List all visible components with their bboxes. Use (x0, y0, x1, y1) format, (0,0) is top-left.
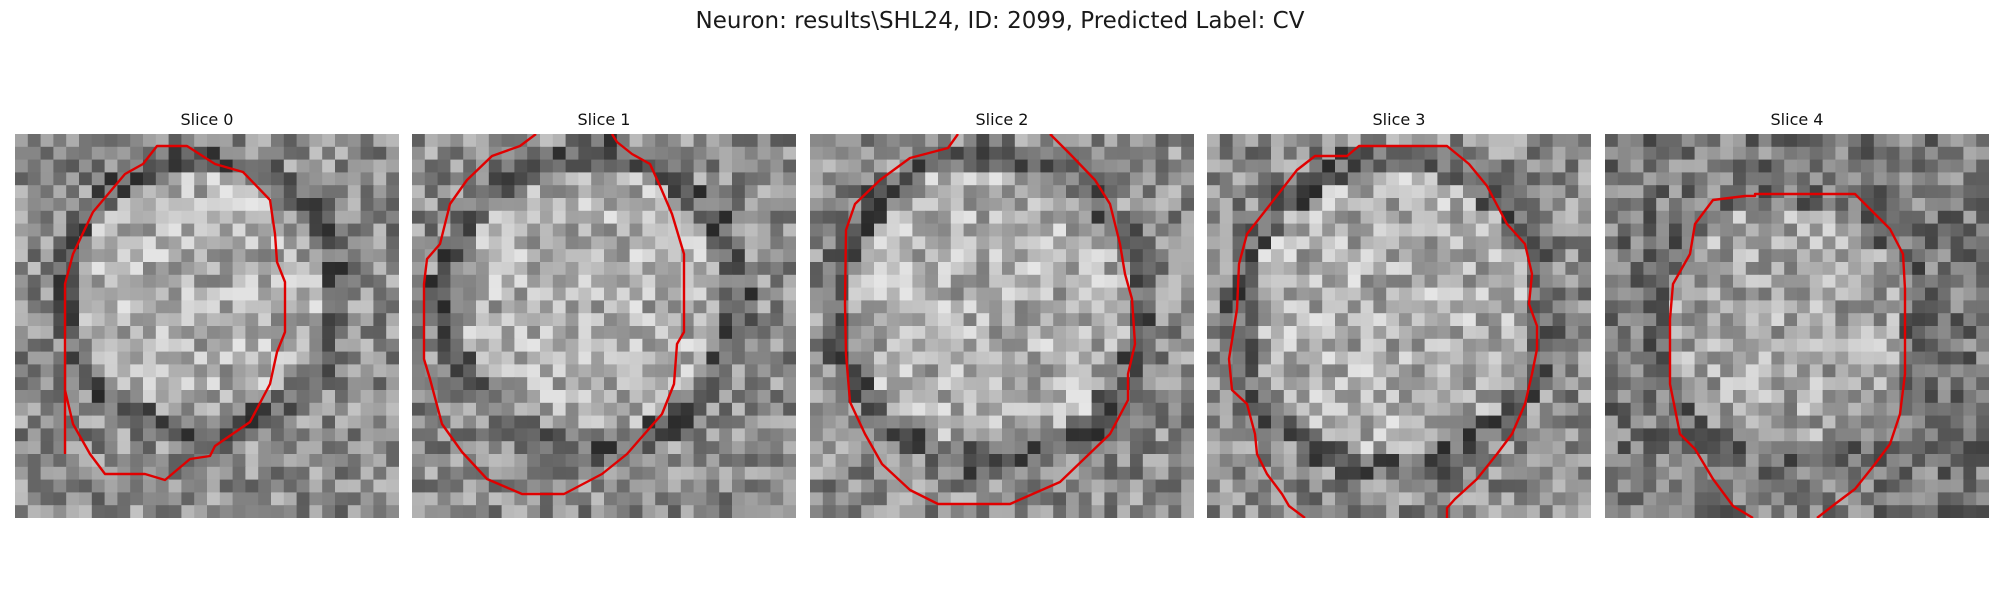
slice-image-3 (1207, 134, 1591, 518)
slice-title: Slice 1 (577, 110, 631, 129)
slice-image-4 (1605, 134, 1989, 518)
slice-image-1 (412, 134, 796, 518)
slice-image-0 (15, 134, 399, 518)
slice-title: Slice 3 (1372, 110, 1426, 129)
slice-image-2 (810, 134, 1194, 518)
slice-title: Slice 4 (1770, 110, 1824, 129)
slice-title: Slice 0 (180, 110, 234, 129)
slice-title: Slice 2 (975, 110, 1029, 129)
figure-title: Neuron: results\SHL24, ID: 2099, Predict… (695, 8, 1305, 34)
